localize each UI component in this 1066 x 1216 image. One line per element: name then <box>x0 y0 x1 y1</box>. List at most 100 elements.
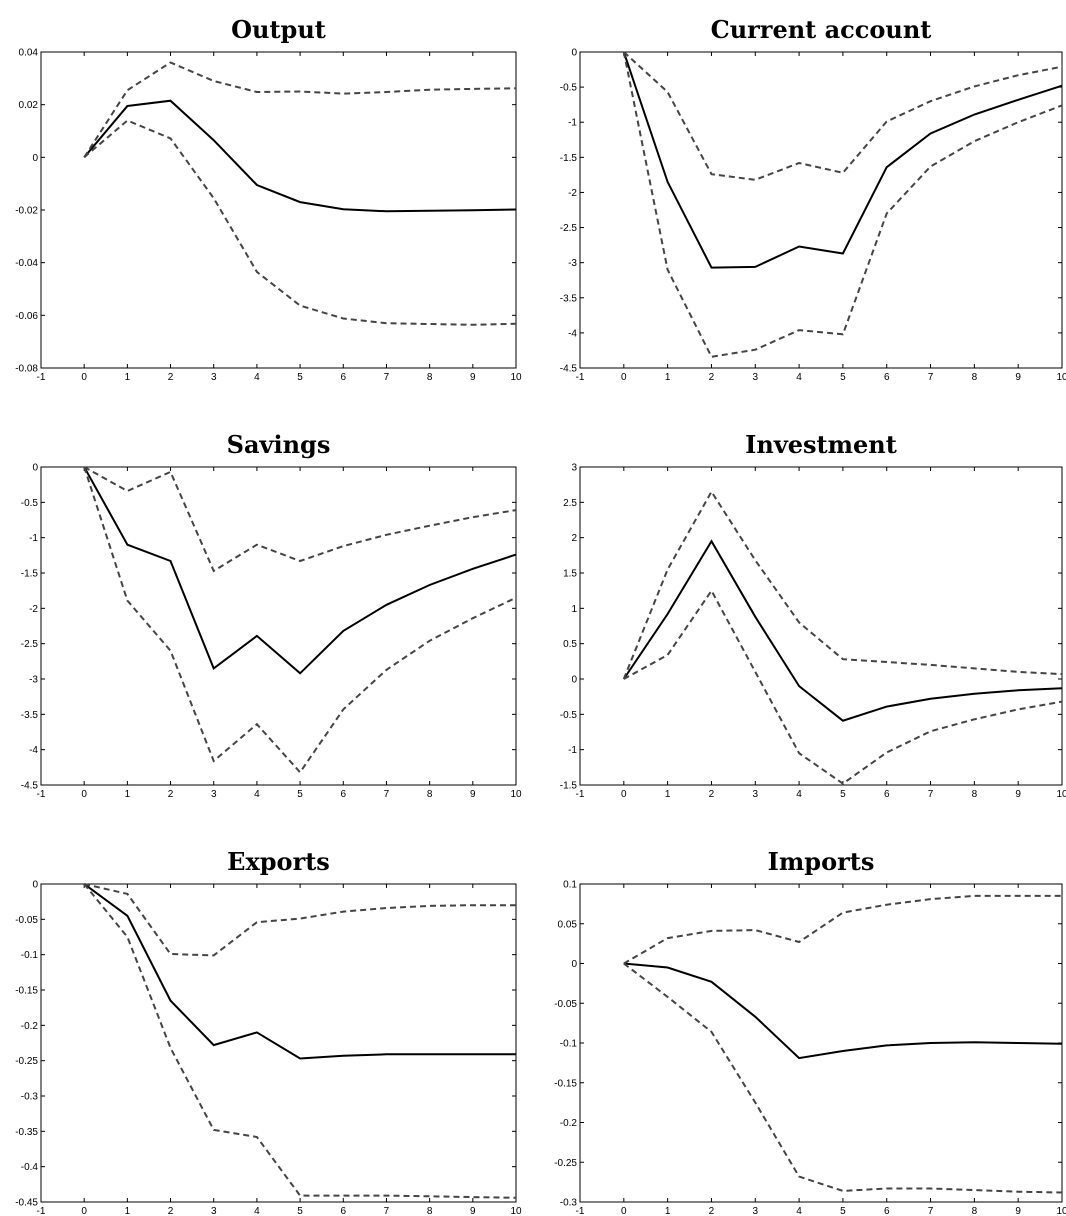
x-tick-label: 10 <box>1056 789 1066 800</box>
y-tick-label: -0.15 <box>554 1078 577 1089</box>
response-line <box>622 539 1063 722</box>
y-tick-label: -0.05 <box>554 999 577 1010</box>
x-tick-label: 7 <box>384 789 390 800</box>
y-tick-label: -3.5 <box>560 293 578 304</box>
x-tick-label: -1 <box>37 372 46 383</box>
x-tick-label: 0 <box>81 789 87 800</box>
y-tick-label: -1.5 <box>21 569 39 580</box>
y-tick-label: -0.02 <box>15 206 38 217</box>
y-tick-label: -1 <box>29 533 38 544</box>
y-tick-label: 1.5 <box>563 569 577 580</box>
x-tick-label: 3 <box>211 1206 217 1216</box>
x-tick-label: 6 <box>884 789 890 800</box>
response-line <box>622 51 1063 269</box>
chart-panel: Exports -1 0 1 2 3 4 5 6 7 8 9 10 -0.45 -0.4 -0.35 -0.3 -… <box>15 847 522 1216</box>
confidence-band-line <box>622 51 1063 358</box>
x-tick-label: 0 <box>621 372 627 383</box>
axes-frame <box>579 51 1063 369</box>
y-tick-label: -0.1 <box>21 950 39 961</box>
x-tick-label: 1 <box>665 1206 671 1216</box>
y-tick-label: -0.08 <box>15 364 38 375</box>
x-tick-label: 8 <box>972 1206 978 1216</box>
response-line <box>83 466 517 675</box>
x-tick-label: 4 <box>254 372 260 383</box>
y-tick-label: -0.5 <box>21 498 39 509</box>
y-tick-label: 0 <box>32 880 38 891</box>
x-tick-label: 6 <box>884 1206 890 1216</box>
x-tick-label: 5 <box>297 372 303 383</box>
x-tick-label: 6 <box>340 1206 346 1216</box>
y-tick-label: 0 <box>32 463 38 474</box>
response-line <box>83 883 516 1060</box>
chart-title: Investment <box>745 430 897 459</box>
chart-title: Imports <box>768 847 875 876</box>
x-tick-label: 3 <box>211 789 217 800</box>
x-tick-label: 1 <box>125 1206 131 1216</box>
x-tick-label: 5 <box>840 789 846 800</box>
y-tick-label: -0.2 <box>21 1021 39 1032</box>
confidence-band-line <box>622 489 1063 680</box>
y-tick-label: -0.45 <box>15 1198 38 1209</box>
x-tick-label: 6 <box>340 789 346 800</box>
x-tick-label: 3 <box>211 372 217 383</box>
x-tick-label: 9 <box>1015 789 1021 800</box>
x-tick-label: 2 <box>168 372 174 383</box>
x-tick-label: 2 <box>168 789 174 800</box>
x-tick-label: 6 <box>340 372 346 383</box>
x-tick-label: 0 <box>81 372 87 383</box>
x-tick-label: 0 <box>621 1206 627 1216</box>
x-tick-label: 4 <box>796 372 802 383</box>
x-tick-label: -1 <box>576 1206 585 1216</box>
x-tick-label: 2 <box>709 1206 715 1216</box>
y-tick-label: -0.15 <box>15 986 38 997</box>
confidence-band-line <box>623 588 1063 785</box>
y-tick-label: -1 <box>568 118 577 129</box>
x-tick-label: 5 <box>840 1206 846 1216</box>
y-tick-label: -0.1 <box>560 1039 578 1050</box>
y-tick-label: -1.5 <box>560 153 578 164</box>
y-tick-label: 0.05 <box>558 919 578 930</box>
y-tick-label: 0 <box>571 675 577 686</box>
confidence-band-line <box>83 466 517 774</box>
x-tick-label: -1 <box>37 789 46 800</box>
y-tick-label: -2.5 <box>560 223 578 234</box>
confidence-band-line <box>83 61 517 158</box>
y-tick-label: -0.04 <box>15 258 38 269</box>
confidence-band-line <box>83 466 517 573</box>
y-tick-label: -0.3 <box>21 1092 39 1103</box>
x-tick-label: 1 <box>125 789 131 800</box>
x-tick-label: 4 <box>796 1206 802 1216</box>
x-tick-label: 7 <box>928 1206 934 1216</box>
axes-frame <box>579 466 1063 786</box>
confidence-band-line <box>83 883 517 1199</box>
chart-title: Current account <box>711 15 932 44</box>
x-tick-label: 3 <box>752 1206 758 1216</box>
y-tick-label: -3 <box>568 258 577 269</box>
y-tick-label: -0.05 <box>15 915 38 926</box>
confidence-band-line <box>83 119 517 326</box>
axes-frame <box>40 466 517 786</box>
y-tick-label: -4.5 <box>560 364 578 375</box>
chart-panel: Imports -1 0 1 2 3 4 5 6 7 8 9 10 -0.3 -0.25 -0.2 -0.15 -… <box>554 847 1066 1216</box>
y-tick-label: -0.5 <box>560 83 578 94</box>
x-tick-label: 7 <box>928 372 934 383</box>
x-tick-label: 8 <box>427 372 433 383</box>
y-tick-label: -0.25 <box>554 1158 577 1169</box>
y-tick-label: -0.06 <box>15 311 38 322</box>
y-tick-label: -2 <box>29 604 38 615</box>
x-tick-label: 3 <box>752 789 758 800</box>
y-tick-label: -4 <box>568 328 577 339</box>
y-tick-label: 0 <box>571 959 577 970</box>
y-tick-label: -2 <box>568 188 577 199</box>
y-tick-label: 2 <box>571 533 577 544</box>
x-tick-label: 9 <box>470 372 476 383</box>
x-tick-label: -1 <box>576 372 585 383</box>
x-tick-label: 7 <box>384 372 390 383</box>
y-tick-label: -0.2 <box>560 1118 578 1129</box>
y-tick-label: -0.3 <box>560 1198 578 1209</box>
x-tick-label: 8 <box>972 372 978 383</box>
x-tick-label: -1 <box>37 1206 46 1216</box>
x-tick-label: 9 <box>470 789 476 800</box>
x-tick-label: 0 <box>81 1206 87 1216</box>
x-tick-label: 1 <box>125 372 131 383</box>
